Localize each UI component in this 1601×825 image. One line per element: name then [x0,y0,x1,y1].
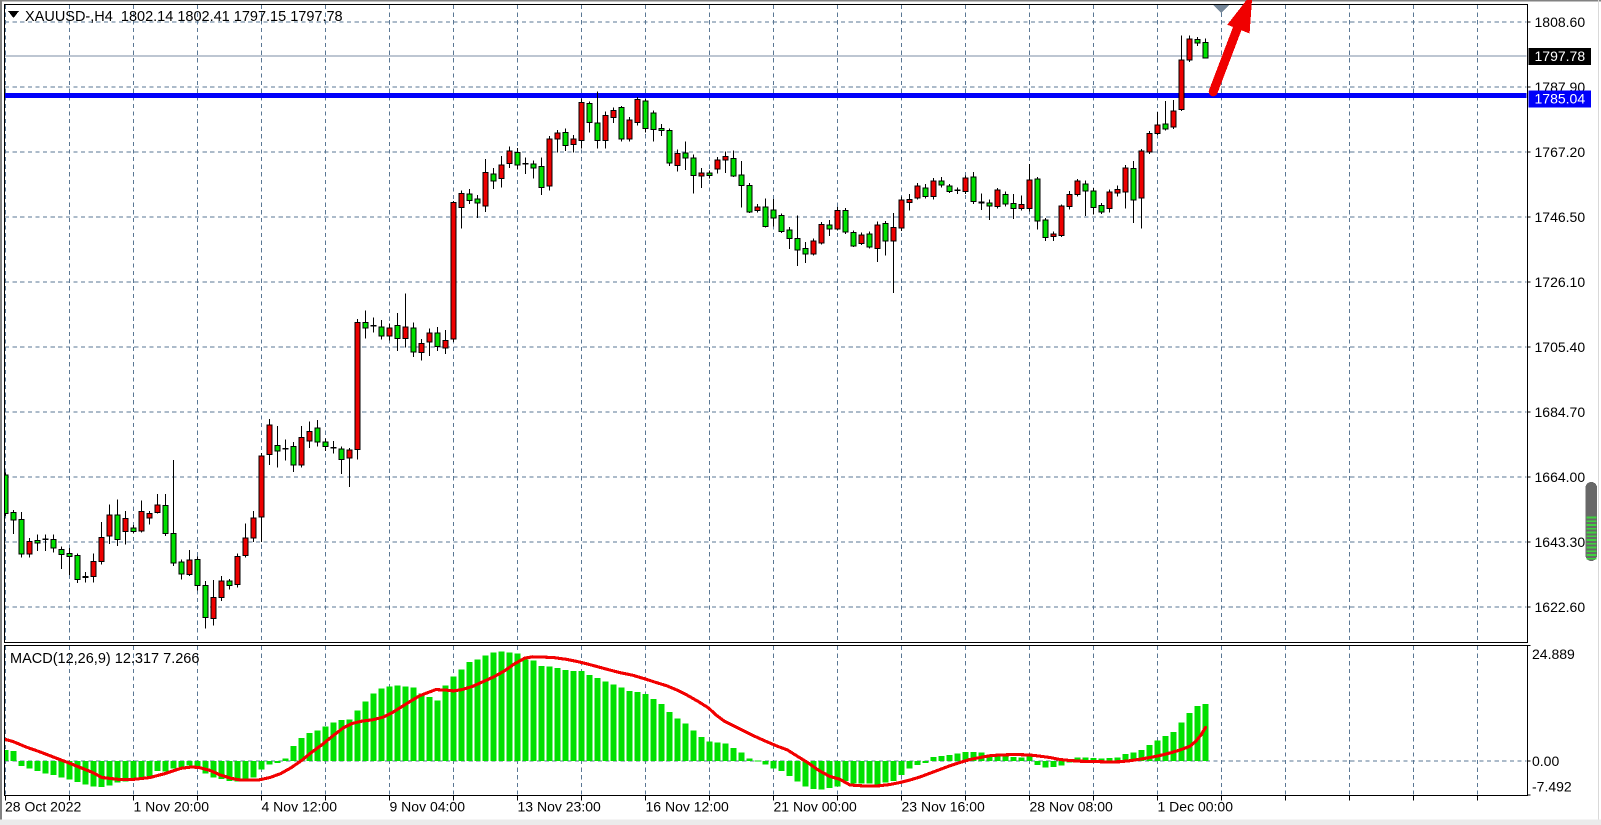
svg-text:13 Nov 23:00: 13 Nov 23:00 [518,799,601,815]
svg-text:1808.60: 1808.60 [1535,14,1586,30]
svg-text:4 Nov 12:00: 4 Nov 12:00 [262,799,338,815]
svg-text:9 Nov 04:00: 9 Nov 04:00 [390,799,466,815]
svg-text:21 Nov 00:00: 21 Nov 00:00 [774,799,857,815]
svg-text:1622.60: 1622.60 [1535,599,1586,615]
svg-text:16 Nov 12:00: 16 Nov 12:00 [646,799,729,815]
svg-text:1684.70: 1684.70 [1535,404,1586,420]
svg-text:1767.20: 1767.20 [1535,144,1586,160]
svg-text:1664.00: 1664.00 [1535,469,1586,485]
svg-text:23 Nov 16:00: 23 Nov 16:00 [902,799,985,815]
svg-text:-7.492: -7.492 [1532,779,1572,795]
svg-text:28 Nov 08:00: 28 Nov 08:00 [1030,799,1113,815]
svg-text:MACD(12,26,9) 12.317 7.266: MACD(12,26,9) 12.317 7.266 [10,651,199,667]
svg-text:28 Oct 2022: 28 Oct 2022 [5,799,81,815]
svg-text:1797.78: 1797.78 [1535,48,1586,64]
svg-text:24.889: 24.889 [1532,646,1575,662]
svg-text:1746.50: 1746.50 [1535,209,1586,225]
svg-text:1785.04: 1785.04 [1535,91,1586,107]
svg-text:1643.30: 1643.30 [1535,534,1586,550]
svg-text:XAUUSD-,H4 1802.14 1802.41 17: XAUUSD-,H4 1802.14 1802.41 1797.15 1797.… [25,9,343,25]
svg-text:1 Dec 00:00: 1 Dec 00:00 [1158,799,1234,815]
svg-text:1705.40: 1705.40 [1535,339,1586,355]
svg-text:1726.10: 1726.10 [1535,274,1586,290]
svg-text:0.00: 0.00 [1532,753,1559,769]
svg-text:1 Nov 20:00: 1 Nov 20:00 [134,799,210,815]
